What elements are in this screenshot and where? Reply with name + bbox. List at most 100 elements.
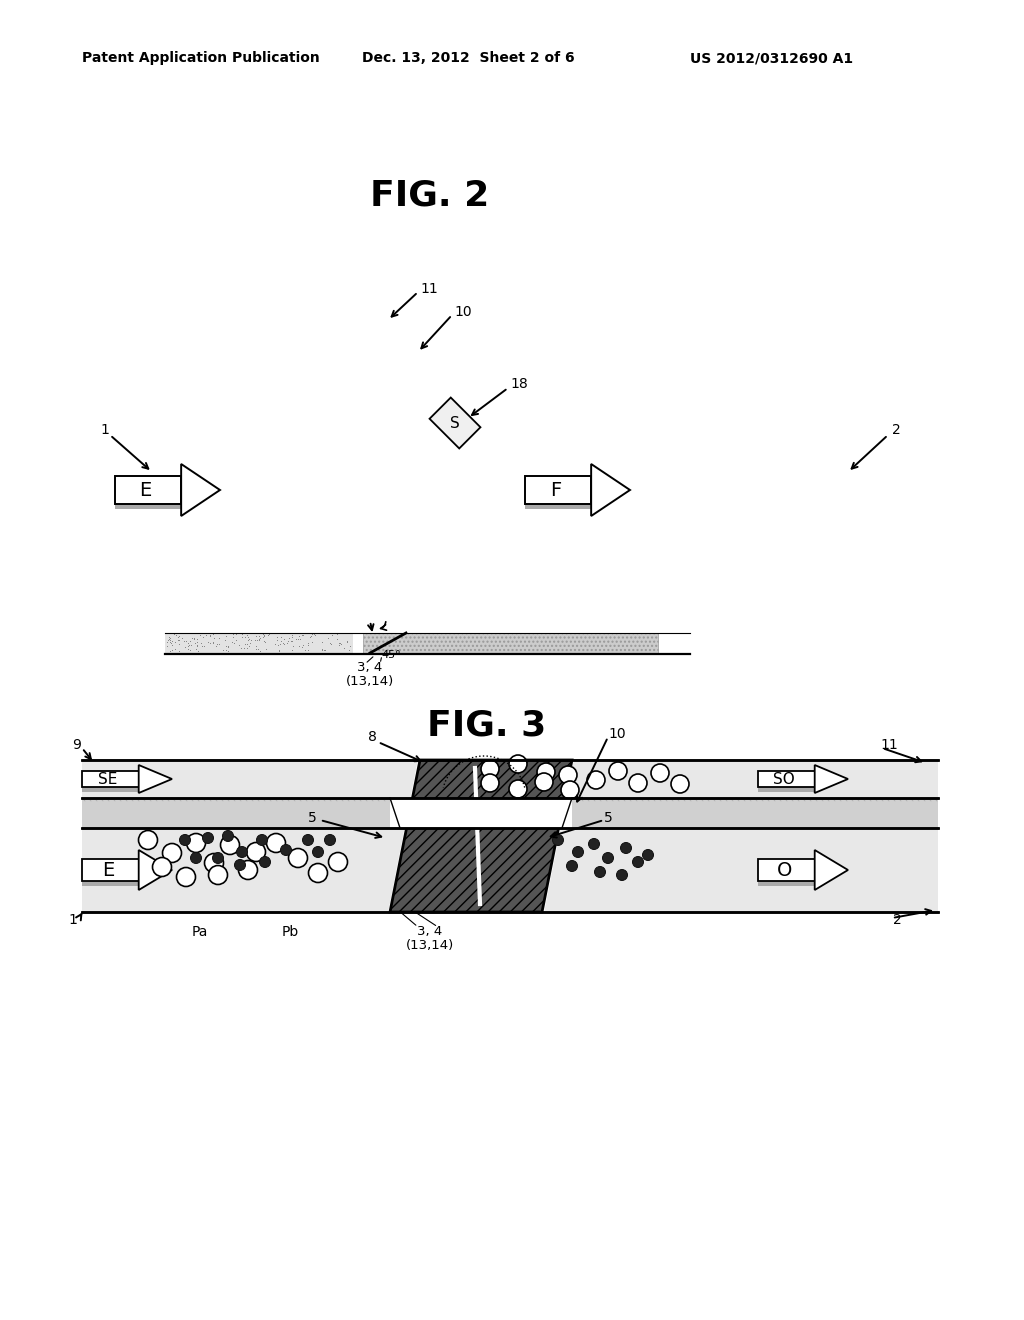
Bar <box>390 799 572 828</box>
Circle shape <box>553 834 563 846</box>
Text: 11: 11 <box>880 738 898 752</box>
Text: S: S <box>451 416 460 430</box>
Text: F: F <box>550 480 561 499</box>
Circle shape <box>566 861 578 871</box>
Text: US 2012/0312690 A1: US 2012/0312690 A1 <box>690 51 853 65</box>
Text: 5: 5 <box>308 810 316 825</box>
Circle shape <box>220 836 240 854</box>
Circle shape <box>186 833 206 853</box>
Circle shape <box>671 775 689 793</box>
Polygon shape <box>181 465 220 516</box>
Text: Pa: Pa <box>191 925 208 939</box>
Circle shape <box>209 866 227 884</box>
FancyBboxPatch shape <box>525 477 591 504</box>
Circle shape <box>289 849 307 867</box>
Circle shape <box>537 763 555 781</box>
Text: 1: 1 <box>68 913 77 927</box>
Circle shape <box>651 764 669 781</box>
Text: 5: 5 <box>604 810 612 825</box>
Circle shape <box>561 781 579 799</box>
Circle shape <box>247 842 265 862</box>
Circle shape <box>176 867 196 887</box>
Text: FIG. 3: FIG. 3 <box>427 708 547 742</box>
Bar <box>758 880 815 886</box>
Circle shape <box>163 843 181 862</box>
Circle shape <box>239 861 257 879</box>
Circle shape <box>237 846 248 858</box>
Polygon shape <box>138 850 172 890</box>
Circle shape <box>642 850 653 861</box>
Circle shape <box>325 834 336 846</box>
Circle shape <box>138 830 158 850</box>
Text: O: O <box>776 861 792 879</box>
Circle shape <box>259 857 270 867</box>
Bar <box>82 799 938 828</box>
Circle shape <box>205 854 223 873</box>
Circle shape <box>481 760 499 777</box>
Circle shape <box>509 780 527 799</box>
Circle shape <box>633 857 643 867</box>
Bar <box>165 634 353 653</box>
Bar <box>362 634 658 653</box>
Text: 9: 9 <box>72 738 81 752</box>
Polygon shape <box>138 766 172 793</box>
Circle shape <box>281 845 292 855</box>
Text: 45°: 45° <box>381 649 400 660</box>
Text: 3, 4: 3, 4 <box>418 925 442 939</box>
Circle shape <box>190 853 202 863</box>
Polygon shape <box>388 759 574 913</box>
Circle shape <box>609 762 627 780</box>
Text: 1: 1 <box>100 422 109 437</box>
Circle shape <box>616 870 628 880</box>
Polygon shape <box>815 766 848 793</box>
Circle shape <box>266 833 286 853</box>
FancyBboxPatch shape <box>758 859 815 880</box>
Circle shape <box>222 830 233 842</box>
Text: (13,14): (13,14) <box>346 676 394 689</box>
Circle shape <box>481 774 499 792</box>
Bar <box>525 504 591 510</box>
Circle shape <box>589 838 599 850</box>
Text: 2: 2 <box>892 422 901 437</box>
Circle shape <box>213 853 223 863</box>
Circle shape <box>595 866 605 878</box>
Text: Pb: Pb <box>282 925 299 939</box>
Polygon shape <box>591 465 630 516</box>
FancyBboxPatch shape <box>82 771 138 787</box>
Text: 3, 4: 3, 4 <box>357 661 383 675</box>
FancyBboxPatch shape <box>82 859 138 880</box>
Circle shape <box>203 833 213 843</box>
Circle shape <box>587 771 605 789</box>
Polygon shape <box>390 760 572 912</box>
Text: 8: 8 <box>368 730 377 744</box>
Text: 2: 2 <box>893 913 902 927</box>
Circle shape <box>234 859 246 870</box>
Polygon shape <box>815 850 848 890</box>
Circle shape <box>179 834 190 846</box>
Text: FIG. 2: FIG. 2 <box>371 178 489 213</box>
FancyBboxPatch shape <box>758 771 815 787</box>
Text: 10: 10 <box>608 727 626 741</box>
Polygon shape <box>429 397 480 449</box>
Circle shape <box>308 863 328 883</box>
Text: SO: SO <box>773 771 795 787</box>
Bar <box>82 760 938 799</box>
Circle shape <box>329 853 347 871</box>
Text: 10: 10 <box>454 305 472 319</box>
Circle shape <box>153 858 171 876</box>
Text: 18: 18 <box>510 378 527 391</box>
Bar <box>115 504 181 510</box>
Circle shape <box>559 766 577 784</box>
Text: SE: SE <box>98 771 118 787</box>
Circle shape <box>629 774 647 792</box>
Circle shape <box>572 846 584 858</box>
Circle shape <box>602 853 613 863</box>
Text: E: E <box>139 480 152 499</box>
Bar <box>82 787 138 792</box>
FancyBboxPatch shape <box>115 477 181 504</box>
Text: E: E <box>102 861 115 879</box>
Bar <box>82 828 938 912</box>
Circle shape <box>621 842 632 854</box>
Circle shape <box>302 834 313 846</box>
Circle shape <box>312 846 324 858</box>
